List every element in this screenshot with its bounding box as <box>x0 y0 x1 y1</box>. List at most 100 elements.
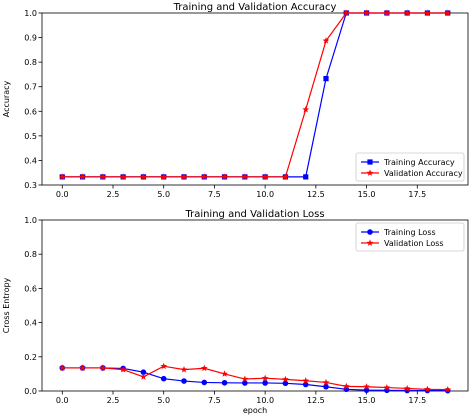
chart-title: Training and Validation Accuracy <box>173 2 337 13</box>
data-point <box>160 173 168 180</box>
plot-frame <box>41 12 469 186</box>
chart-2: Training and Validation Loss 0.0 2.5 5.0 7.5… <box>2 209 469 415</box>
x-tick-label: 17.5 <box>408 190 426 199</box>
data-point <box>383 9 391 16</box>
data-point <box>323 76 329 82</box>
y-axis-label: Cross Entropy <box>2 277 11 333</box>
data-point <box>99 173 107 180</box>
x-tick-label: 15.0 <box>358 396 376 405</box>
data-point <box>282 173 289 180</box>
data-point <box>221 370 228 377</box>
data-point <box>303 174 309 180</box>
data-point <box>302 377 310 384</box>
y-tick-label: 0.0 <box>24 387 37 396</box>
chart-1: Training and Validation Accuracy 0.0 2.5 5.… <box>2 2 469 199</box>
y-axis-label: Accuracy <box>2 80 11 117</box>
data-point <box>342 382 350 390</box>
data-point <box>221 379 228 386</box>
plot-frame <box>41 219 469 392</box>
data-point <box>221 173 228 180</box>
data-point <box>140 173 147 180</box>
x-tick-label: 12.5 <box>307 396 325 405</box>
y-tick-label: 0.5 <box>24 132 37 141</box>
data-point <box>160 362 168 370</box>
legend-swatch-marker <box>367 159 373 165</box>
y-tick-label: 0.3 <box>24 181 37 190</box>
series-2 <box>58 9 452 180</box>
x-tick-label: 7.5 <box>208 190 221 199</box>
data-point <box>363 383 370 390</box>
legend-swatch-marker <box>366 169 374 176</box>
data-point <box>181 378 187 384</box>
x-tick-label: 0.0 <box>56 396 69 405</box>
x-tick-label: 5.0 <box>157 396 170 405</box>
y-tick-label: 0.4 <box>24 319 37 328</box>
x-tick-label: 5.0 <box>157 190 170 199</box>
data-point <box>322 37 330 44</box>
series-2 <box>58 362 452 393</box>
legend-swatch-marker <box>366 239 374 246</box>
legend-entry: Training Accuracy <box>383 158 455 167</box>
data-point <box>241 375 249 382</box>
data-point <box>79 173 86 180</box>
x-tick-label: 7.5 <box>208 396 221 405</box>
data-point <box>119 366 127 373</box>
data-point <box>58 173 66 180</box>
x-tick-label: 0.0 <box>56 190 69 199</box>
y-tick-label: 0.2 <box>24 353 37 362</box>
data-point <box>424 385 431 393</box>
data-point <box>261 374 269 382</box>
legend-box <box>355 222 465 252</box>
series-line <box>62 365 448 391</box>
data-point <box>261 173 269 180</box>
data-point <box>403 9 411 16</box>
data-point <box>424 9 431 16</box>
y-tick-label: 1.0 <box>24 9 37 18</box>
x-tick-label: 2.5 <box>107 190 120 199</box>
legend-entry: Validation Loss <box>384 239 444 248</box>
data-point <box>200 364 208 372</box>
series-line <box>62 12 448 178</box>
x-tick-label: 12.5 <box>307 190 325 199</box>
y-tick-label: 0.8 <box>24 250 37 259</box>
y-tick-label: 0.6 <box>24 284 37 293</box>
legend-entry: Validation Accuracy <box>384 169 463 178</box>
data-point <box>282 375 289 383</box>
y-tick-label: 0.6 <box>24 107 37 116</box>
data-point <box>363 9 370 16</box>
x-tick-label: 10.0 <box>256 190 274 199</box>
legend-swatch-marker <box>367 229 373 235</box>
x-tick-label: 10.0 <box>256 396 274 405</box>
data-point <box>160 375 167 382</box>
legend-box <box>355 152 465 182</box>
legend-entry: Training Loss <box>383 228 436 237</box>
series-line <box>62 12 448 178</box>
x-tick-label: 2.5 <box>107 396 120 405</box>
y-tick-label: 0.4 <box>24 156 37 165</box>
data-point <box>322 378 330 386</box>
data-point <box>201 379 208 386</box>
data-point <box>444 9 452 16</box>
data-point <box>58 364 66 371</box>
data-point <box>140 369 147 375</box>
data-point <box>342 9 350 16</box>
data-point <box>302 105 310 113</box>
x-axis-label: epoch <box>243 406 267 415</box>
data-point <box>119 173 127 180</box>
data-point <box>262 380 268 386</box>
x-tick-label: 17.5 <box>408 396 426 405</box>
data-point <box>302 381 309 388</box>
legend: Training Loss Validation Loss <box>355 222 465 252</box>
y-tick-label: 0.7 <box>24 83 37 92</box>
data-point <box>282 380 289 387</box>
data-point <box>180 366 188 373</box>
data-point <box>79 364 86 371</box>
data-point <box>200 173 208 180</box>
y-tick-label: 0.9 <box>24 34 37 43</box>
legend: Training Accuracy Validation Accuracy <box>355 152 465 182</box>
x-tick-label: 15.0 <box>358 190 376 199</box>
data-point <box>241 173 249 180</box>
series-line <box>62 367 448 392</box>
y-tick-label: 1.0 <box>24 216 37 225</box>
